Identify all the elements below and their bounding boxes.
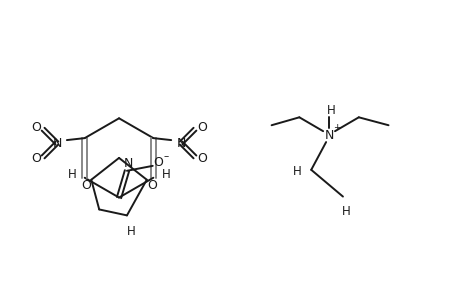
Text: N: N	[176, 136, 185, 150]
Text: H: H	[341, 205, 350, 218]
Text: N: N	[52, 136, 62, 150]
Text: O: O	[146, 179, 157, 192]
Text: O: O	[31, 152, 41, 165]
Text: H: H	[162, 168, 170, 181]
Text: H: H	[292, 165, 301, 178]
Text: H: H	[326, 104, 335, 117]
Text: –: –	[163, 151, 169, 161]
Text: O: O	[196, 121, 207, 134]
Text: O: O	[31, 121, 41, 134]
Text: N: N	[123, 158, 132, 170]
Text: N: N	[324, 129, 333, 142]
Text: +: +	[332, 123, 340, 132]
Text: H: H	[126, 225, 135, 238]
Text: H: H	[67, 168, 76, 181]
Text: O: O	[196, 152, 207, 165]
Text: O: O	[81, 179, 91, 192]
Text: O: O	[153, 156, 163, 170]
